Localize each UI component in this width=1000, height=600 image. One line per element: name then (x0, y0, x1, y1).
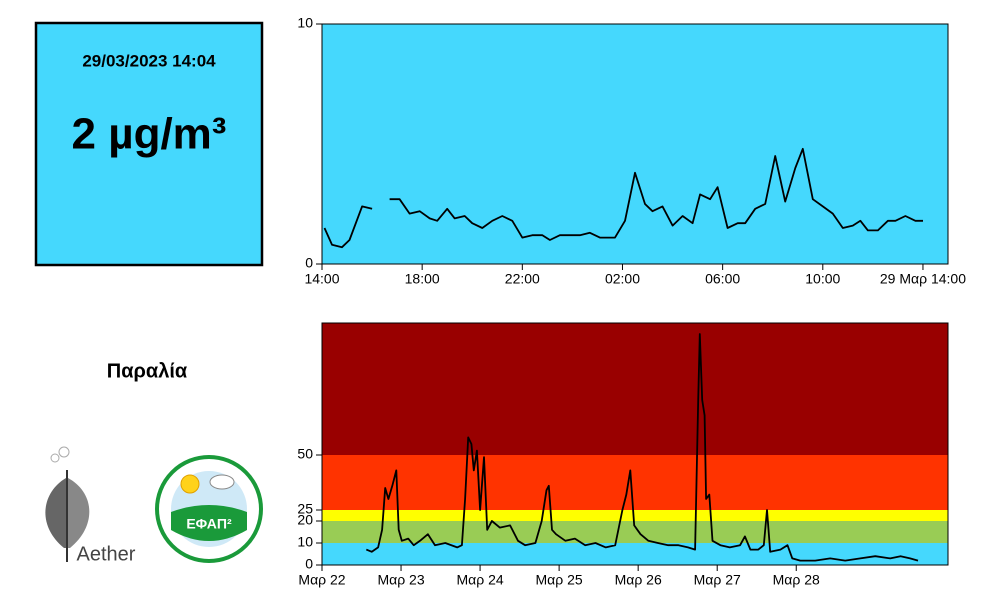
y-tick-label: 25 (297, 501, 313, 517)
aether-logo: Aether (45, 446, 136, 565)
y-tick-label: 20 (297, 512, 313, 528)
x-tick-label: 14:00 (304, 271, 339, 287)
efap-logo: ΕΦΑΠ² (155, 455, 263, 563)
date: 29/03/2023 14:04 (82, 51, 216, 70)
y-tick-label: 10 (297, 534, 313, 550)
y-tick-label: 0 (305, 556, 313, 572)
station-name: Παραλία (107, 360, 188, 382)
threshold-band (322, 455, 948, 510)
x-tick-label: Μαρ 22 (298, 572, 345, 588)
x-tick-label: 18:00 (405, 271, 440, 287)
y-tick-label: 50 (297, 446, 313, 462)
threshold-band (322, 543, 948, 565)
x-tick-label: 22:00 (505, 271, 540, 287)
x-tick-label: Μαρ 25 (536, 572, 583, 588)
x-tick-label: Μαρ 24 (456, 572, 503, 588)
plot-frame (321, 23, 949, 265)
x-tick-label: 10:00 (805, 271, 840, 287)
x-tick-label: 06:00 (705, 271, 740, 287)
data-line (323, 147, 923, 249)
x-tick-label: Μαρ 23 (377, 572, 424, 588)
x-tick-label: Μαρ 28 (773, 572, 820, 588)
data-line (365, 333, 919, 562)
threshold-band (322, 510, 948, 521)
x-tick-label: 02:00 (605, 271, 640, 287)
y-tick-label: 10 (297, 15, 313, 31)
plot-frame (321, 322, 949, 566)
info-box (34, 21, 264, 267)
aether-text: Aether (77, 543, 136, 565)
y-tick-label: 0 (305, 255, 313, 271)
efap-text: ΕΦΑΠ² (186, 516, 232, 532)
current-value: 2 µg/m³ (72, 110, 227, 159)
threshold-band (322, 323, 948, 455)
threshold-band (322, 521, 948, 543)
plot-background (322, 24, 948, 264)
x-tick-label: Μαρ 27 (694, 572, 741, 588)
x-tick-label: Μαρ 26 (615, 572, 662, 588)
x-tick-label: 29 Μαρ 14:00 (880, 271, 966, 287)
